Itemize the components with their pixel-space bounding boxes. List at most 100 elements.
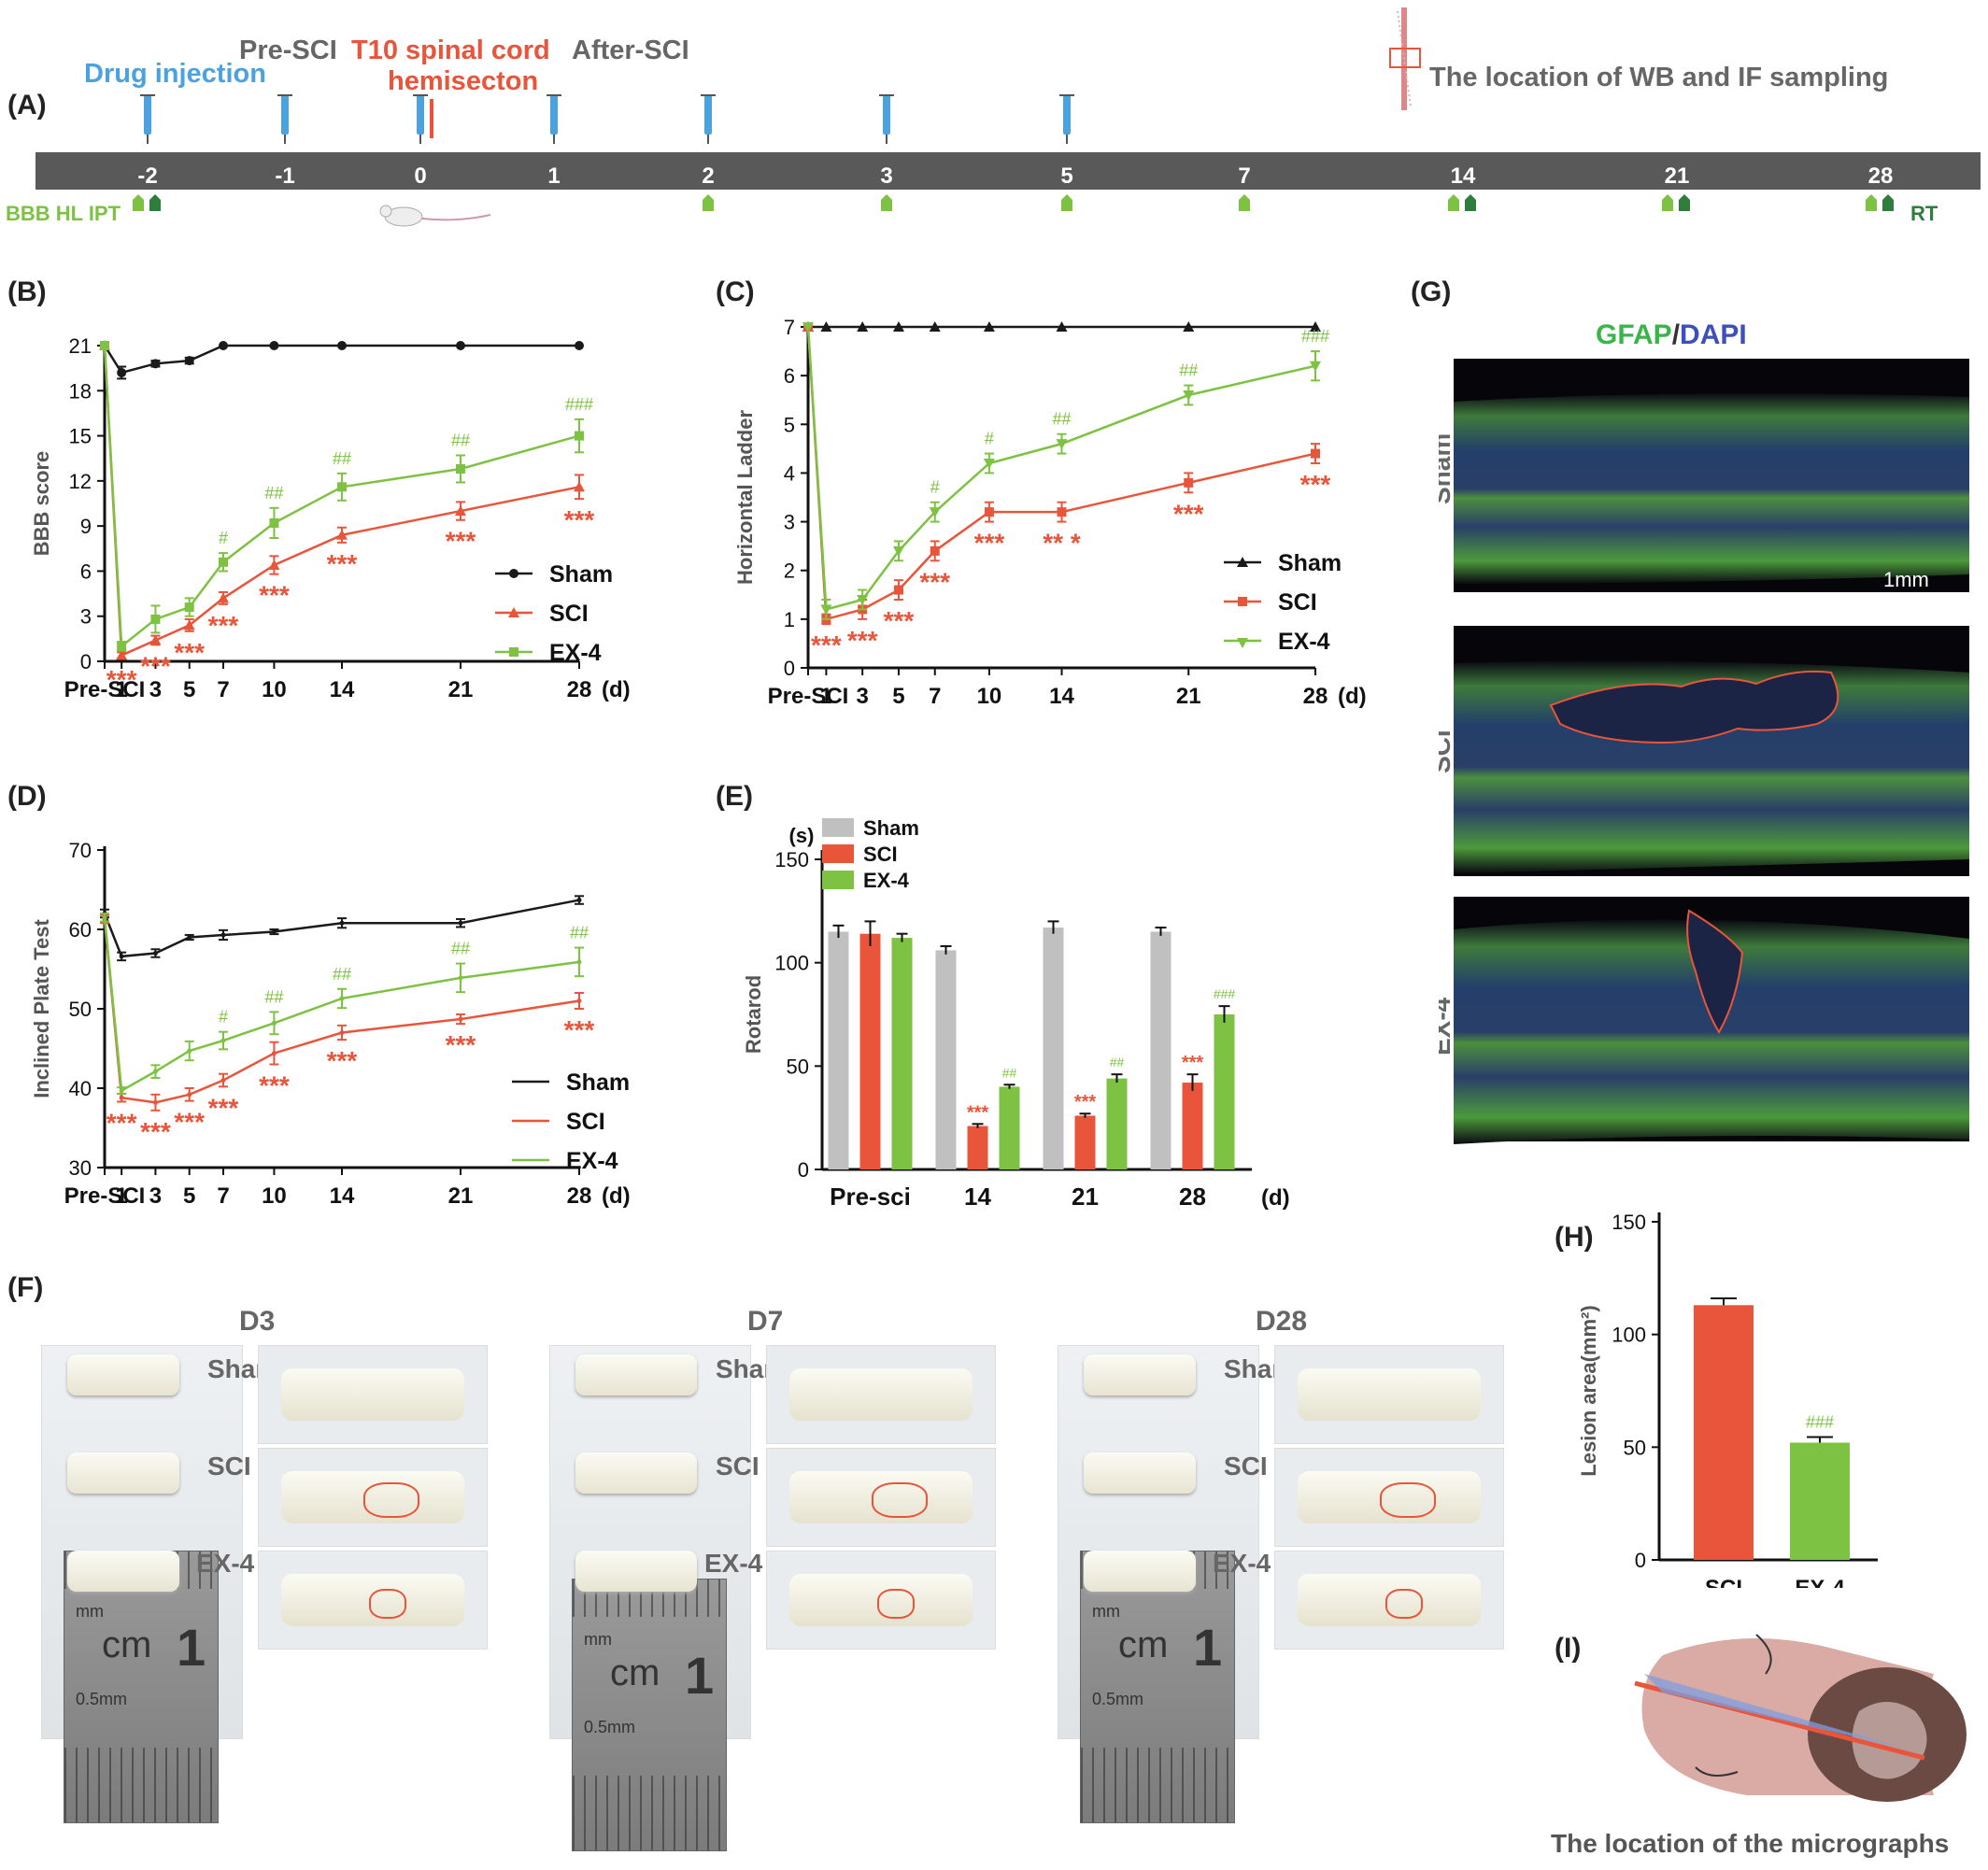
syringe-icon — [701, 94, 716, 144]
rt-label: RT — [1910, 202, 1938, 225]
syringe-icon — [1059, 94, 1074, 144]
legend-swatch — [822, 844, 854, 863]
legend-label: Sham — [1278, 550, 1342, 576]
data-point — [820, 321, 832, 332]
g-title-sep: / — [1671, 319, 1681, 350]
y-axis-label: Inclined Plate Test — [30, 919, 53, 1098]
y-unit: (s) — [789, 824, 815, 847]
y-axis-label: Horizontal Ladder — [733, 410, 757, 585]
bar-sci — [859, 933, 881, 1169]
data-point — [218, 592, 229, 603]
x-tick-label: 14 — [330, 1183, 355, 1209]
spinal-cord-diagram — [1634, 1634, 1967, 1802]
syringe-icon — [879, 94, 894, 144]
x-tick-label: 28 — [1303, 684, 1328, 709]
data-point — [929, 507, 941, 518]
data-point — [984, 507, 994, 517]
data-point — [337, 341, 347, 350]
ruler-mm-label: mm — [76, 1602, 104, 1621]
ruler-mm-label: mm — [584, 1630, 612, 1649]
tissue-sample-sham — [575, 1354, 697, 1395]
g-row-sham: Sham — [1439, 433, 1456, 504]
y-tick-label: 100 — [1612, 1324, 1646, 1347]
significance-hash: # — [219, 1008, 228, 1027]
bar-sham — [935, 950, 957, 1169]
x-tick-label: 10 — [977, 684, 1002, 709]
data-point — [187, 1092, 192, 1098]
ruler: mm cm 1 0.5mm — [1080, 1551, 1235, 1823]
y-tick-label: 2 — [784, 560, 795, 583]
data-point — [187, 1048, 192, 1054]
data-point — [119, 1095, 124, 1100]
group-label-sci: SCI — [1224, 1452, 1268, 1480]
bbb-marker-7 — [1239, 194, 1250, 211]
significance-stars: *** — [106, 1108, 137, 1137]
chart-h-lesion: 0 50 100 150 Lesion area(mm²) SCI EX-4 ### — [1577, 1211, 1878, 1588]
data-point — [117, 367, 127, 377]
timeline-day--1: -1 — [275, 163, 294, 189]
significance-stars: *** — [140, 1117, 171, 1146]
data-point — [219, 341, 228, 350]
data-point — [458, 920, 463, 926]
y-axis-label: BBB score — [30, 451, 53, 556]
timeline-day-5: 5 — [1060, 163, 1072, 189]
data-point — [983, 321, 995, 332]
significance-stars: *** — [564, 1015, 595, 1044]
data-point — [893, 585, 903, 595]
bar-ex4 — [1790, 1442, 1850, 1560]
timeline-day--2: -2 — [137, 163, 157, 189]
series-ex4 — [100, 913, 584, 1095]
micrograph-panel: 1mm Sham SCI EX-4 — [1439, 359, 1969, 1144]
i-caption: The location of the micrographs — [1551, 1829, 1950, 1858]
data-point — [271, 1051, 277, 1056]
y-tick-label: 3 — [784, 511, 795, 534]
data-point — [458, 1016, 463, 1022]
data-point — [119, 954, 124, 959]
day-title-d3: D3 — [239, 1306, 276, 1337]
ruler-one-label: 1 — [685, 1646, 715, 1705]
drug-injection-label: Drug injection — [84, 59, 266, 89]
panel-label-e: (E) — [716, 781, 753, 812]
x-tick-label: 7 — [217, 677, 229, 702]
significance-hash: ## — [1110, 1055, 1125, 1070]
data-point — [1183, 390, 1195, 401]
series-sci — [803, 322, 1320, 626]
significance-hash: ## — [1052, 410, 1071, 429]
y-tick-label: 0 — [80, 650, 92, 673]
zoom-photo-ex4 — [766, 1551, 996, 1650]
data-point — [1311, 448, 1320, 459]
ruler-half-label: 0.5mm — [1092, 1690, 1144, 1708]
legend-label: SCI — [566, 1109, 605, 1135]
legend-swatch — [822, 871, 854, 889]
significance-hash: # — [219, 529, 228, 547]
data-point — [219, 557, 228, 567]
x-unit: (d) — [1338, 684, 1367, 709]
test-markers — [133, 194, 1894, 211]
legend-marker — [509, 647, 518, 657]
legend-marker — [1238, 597, 1247, 606]
significance-stars: *** — [1182, 1053, 1204, 1073]
data-point — [336, 529, 348, 540]
data-point — [100, 341, 109, 350]
legend-label: EX-4 — [566, 1148, 618, 1174]
significance-hash: ### — [1301, 327, 1329, 346]
g-row-sci: SCI — [1439, 730, 1456, 773]
y-tick-label: 3 — [80, 605, 92, 629]
significance-stars: *** — [1074, 1092, 1097, 1112]
data-point — [150, 359, 161, 369]
ruler-one-label: 1 — [1193, 1618, 1223, 1677]
zoom-photo-sham — [258, 1345, 488, 1444]
y-tick-label: 6 — [784, 364, 795, 388]
data-point — [1183, 321, 1195, 332]
significance-stars: *** — [1300, 470, 1331, 499]
series-ex4 — [100, 341, 584, 652]
mouse-icon — [379, 205, 491, 227]
significance-stars: *** — [847, 626, 878, 655]
bar-sham — [1150, 931, 1172, 1169]
ruler-half-label: 0.5mm — [584, 1718, 636, 1736]
bar-sham — [828, 931, 849, 1169]
data-point — [269, 517, 279, 528]
data-point — [576, 999, 582, 1003]
data-point — [458, 975, 463, 981]
x-tick-label: Pre-SCI — [768, 684, 849, 709]
